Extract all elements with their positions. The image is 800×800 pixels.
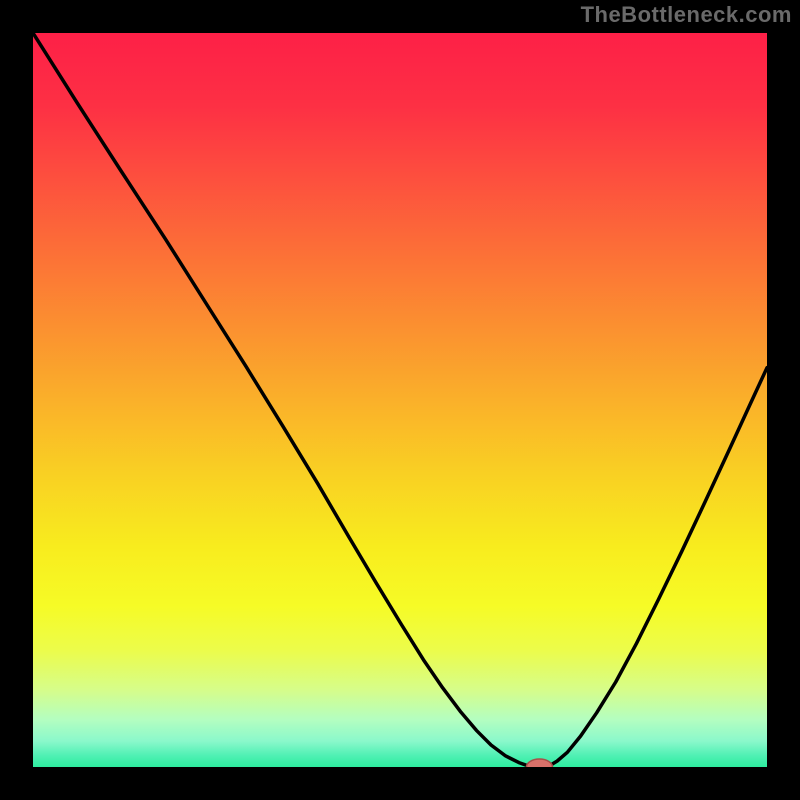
bottleneck-chart: [33, 33, 767, 767]
watermark-text: TheBottleneck.com: [581, 2, 792, 28]
chart-frame: TheBottleneck.com: [0, 0, 800, 800]
gradient-background: [33, 33, 767, 767]
